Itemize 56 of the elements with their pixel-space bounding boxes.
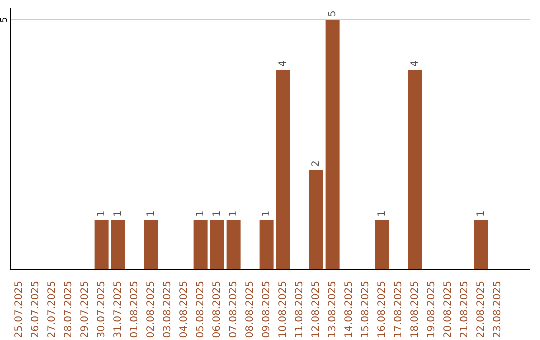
x-tick-label: 23.08.2025 [492, 281, 504, 338]
x-tick-label: 01.08.2025 [129, 281, 140, 338]
x-tick-label: 06.08.2025 [212, 281, 223, 338]
data-label: 1 [376, 210, 388, 217]
x-tick-label: 28.07.2025 [63, 281, 74, 338]
bar [375, 220, 390, 270]
data-label: 1 [96, 210, 108, 217]
x-tick-label: 05.08.2025 [195, 281, 206, 338]
x-tick-label: 11.08.2025 [294, 281, 306, 338]
x-tick-label: 17.08.2025 [393, 281, 404, 338]
x-tick-label: 31.07.2025 [112, 281, 124, 338]
x-tick-label: 29.07.2025 [80, 281, 91, 338]
data-label: 1 [228, 210, 240, 217]
x-tick-label: 19.08.2025 [426, 281, 438, 338]
bar [144, 220, 158, 270]
bar [226, 220, 241, 270]
x-tick-label: 08.08.2025 [244, 281, 256, 338]
bar [210, 220, 224, 270]
data-label: 4 [410, 60, 421, 67]
data-label: 5 [327, 10, 338, 17]
x-tick-label: 21.08.2025 [459, 281, 470, 338]
x-tick-label: 22.08.2025 [476, 281, 487, 338]
data-label: 1 [212, 210, 223, 217]
x-tick-label: 18.08.2025 [410, 281, 421, 338]
x-tick-label: 14.08.2025 [344, 281, 355, 338]
x-tick-label: 02.08.2025 [146, 281, 157, 338]
data-label: 1 [261, 210, 272, 217]
x-tick-label: 07.08.2025 [228, 281, 240, 338]
x-tick-label: 26.07.2025 [30, 281, 42, 338]
x-tick-label: 04.08.2025 [178, 281, 190, 338]
x-tick-label: 25.07.2025 [14, 281, 25, 338]
bar [474, 220, 488, 270]
bar [94, 220, 109, 270]
bar [326, 20, 340, 270]
x-tick-label: 09.08.2025 [261, 281, 272, 338]
x-tick-label: 12.08.2025 [310, 281, 322, 338]
x-tick-label: 16.08.2025 [376, 281, 388, 338]
x-tick-label: 30.07.2025 [96, 281, 108, 338]
data-label: 1 [195, 210, 206, 217]
data-label: 1 [112, 210, 124, 217]
data-label: 1 [476, 210, 487, 217]
x-tick-label: 15.08.2025 [360, 281, 372, 338]
bar [260, 220, 274, 270]
bar [111, 220, 126, 270]
bar [194, 220, 208, 270]
bar [309, 170, 324, 270]
x-tick-label: 13.08.2025 [327, 281, 338, 338]
bar [408, 70, 422, 270]
x-tick-label: 27.07.2025 [46, 281, 58, 338]
x-tick-label: 20.08.2025 [442, 281, 454, 338]
x-tick-label: 10.08.2025 [278, 281, 289, 338]
x-tick-label: 03.08.2025 [162, 281, 174, 338]
data-label: 1 [146, 210, 157, 217]
data-label: 4 [278, 60, 289, 67]
bar [276, 70, 290, 270]
data-label: 2 [310, 160, 322, 167]
